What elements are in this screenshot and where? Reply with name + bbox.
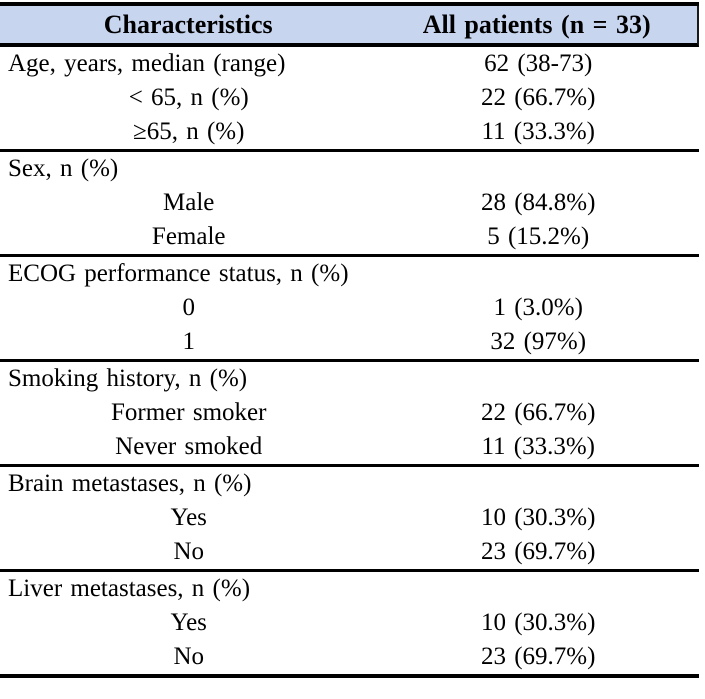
row-label: ECOG performance status, n (%) — [8, 260, 349, 287]
row-label: Former smoker — [111, 399, 267, 426]
row-label: 1 — [182, 328, 195, 355]
row-value: 5 (15.2%) — [487, 223, 590, 250]
table-header-row: Characteristics All patients (n = 33) — [0, 6, 699, 47]
table-row: Sex, n (%) — [0, 152, 699, 186]
table-row: Brain metastases, n (%) — [0, 467, 699, 501]
row-label: No — [173, 643, 204, 670]
table-row: Yes 10 (30.3%) — [0, 606, 699, 640]
table-row: Former smoker 22 (66.7%) — [0, 396, 699, 430]
row-label: < 65, n (%) — [128, 84, 249, 111]
row-label: Smoking history, n (%) — [8, 365, 248, 392]
table-row: ≥65, n (%) 11 (33.3%) — [0, 115, 699, 149]
row-value: 23 (69.7%) — [480, 538, 596, 565]
table-row: Smoking history, n (%) — [0, 362, 699, 396]
header-all-patients: All patients (n = 33) — [422, 9, 651, 39]
table-row: No 23 (69.7%) — [0, 640, 699, 674]
table-row: Yes 10 (30.3%) — [0, 501, 699, 535]
row-label: ≥65, n (%) — [133, 118, 245, 145]
table-row: Female 5 (15.2%) — [0, 220, 699, 254]
row-value: 11 (33.3%) — [481, 118, 595, 145]
table-row: Male 28 (84.8%) — [0, 186, 699, 220]
row-value: 23 (69.7%) — [480, 643, 596, 670]
row-value: 22 (66.7%) — [480, 84, 596, 111]
table-row: Age, years, median (range) 62 (38-73) — [0, 47, 699, 81]
row-value: 10 (30.3%) — [480, 504, 596, 531]
table-row: ECOG performance status, n (%) — [0, 257, 699, 291]
table-row: No 23 (69.7%) — [0, 535, 699, 569]
row-label: Male — [163, 189, 215, 216]
row-value: 10 (30.3%) — [480, 609, 596, 636]
row-label: Yes — [170, 609, 207, 636]
row-label: Brain metastases, n (%) — [8, 470, 252, 497]
row-value: 11 (33.3%) — [481, 433, 595, 460]
table-row: < 65, n (%) 22 (66.7%) — [0, 81, 699, 115]
row-label: Age, years, median (range) — [8, 50, 286, 77]
section-ecog: ECOG performance status, n (%) 0 1 (3.0%… — [0, 257, 699, 362]
section-sex: Sex, n (%) Male 28 (84.8%) Female 5 (15.… — [0, 152, 699, 257]
row-value: 28 (84.8%) — [480, 189, 596, 216]
row-label: 0 — [182, 294, 195, 321]
section-liver-metastases: Liver metastases, n (%) Yes 10 (30.3%) N… — [0, 572, 699, 674]
row-label: Sex, n (%) — [8, 155, 119, 182]
table-row: Never smoked 11 (33.3%) — [0, 430, 699, 464]
row-label: Liver metastases, n (%) — [8, 575, 251, 602]
row-label: Yes — [170, 504, 207, 531]
row-value: 1 (3.0%) — [493, 294, 583, 321]
patient-characteristics-table: Characteristics All patients (n = 33) Ag… — [0, 2, 699, 678]
header-characteristics: Characteristics — [103, 9, 273, 39]
row-value: 22 (66.7%) — [480, 399, 596, 426]
section-age: Age, years, median (range) 62 (38-73) < … — [0, 47, 699, 152]
table-row: Liver metastases, n (%) — [0, 572, 699, 606]
table-row: 1 32 (97%) — [0, 325, 699, 359]
table-row: 0 1 (3.0%) — [0, 291, 699, 325]
row-label: Female — [151, 223, 226, 250]
row-value: 62 (38-73) — [484, 50, 593, 77]
section-brain-metastases: Brain metastases, n (%) Yes 10 (30.3%) N… — [0, 467, 699, 572]
section-smoking: Smoking history, n (%) Former smoker 22 … — [0, 362, 699, 467]
row-label: No — [173, 538, 204, 565]
row-label: Never smoked — [115, 433, 263, 460]
row-value: 32 (97%) — [490, 328, 587, 355]
